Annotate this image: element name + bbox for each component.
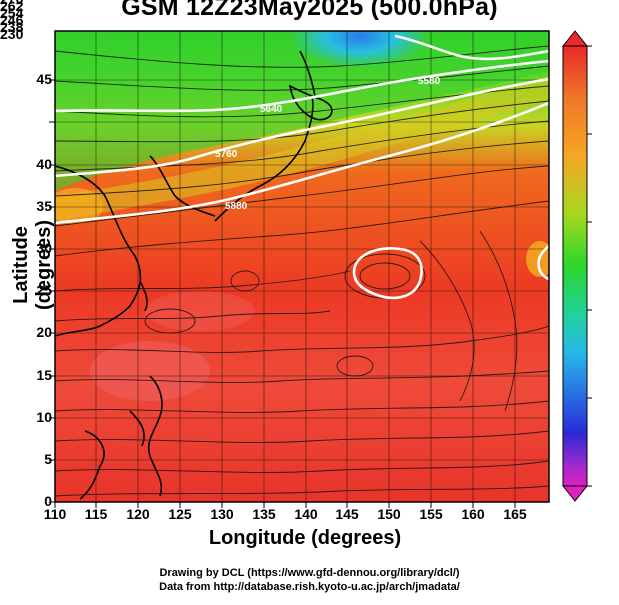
colorbar-label: 246 <box>0 12 24 28</box>
contour-label-5760: 5760 <box>215 149 238 160</box>
y-tick-label: 40 <box>36 156 52 172</box>
x-tick-label: 110 <box>43 506 67 522</box>
y-axis-label: Latitude (degrees) <box>10 219 55 311</box>
colorbar-label: 238 <box>0 19 24 35</box>
contour-label-5640: 5640 <box>260 104 283 115</box>
y-tick-label: 10 <box>36 409 52 425</box>
x-tick-label: 155 <box>419 506 443 522</box>
x-tick-label: 130 <box>210 506 234 522</box>
colorbar-top-arrow <box>561 30 589 47</box>
chart-title: GSM 12Z23May2025 (500.0hPa) <box>121 0 498 21</box>
colorbar <box>561 30 592 502</box>
colorbar-label: 230 <box>0 26 24 42</box>
credit-drawing: Drawing by DCL (https://www.gfd-dennou.o… <box>159 567 460 579</box>
colorbar-scale <box>562 45 588 487</box>
height-contours <box>55 34 549 300</box>
axis-ticks <box>49 79 516 508</box>
x-tick-label: 115 <box>84 506 108 522</box>
x-tick-label: 165 <box>503 506 527 522</box>
y-tick-label: 5 <box>44 451 52 467</box>
x-tick-label: 150 <box>377 506 401 522</box>
colorbar-label: 254 <box>0 5 24 21</box>
x-axis-label: Longitude (degrees) <box>208 527 402 549</box>
colorbar-label: 262 <box>0 0 24 14</box>
x-tick-label: 145 <box>335 506 359 522</box>
x-tick-label: 160 <box>461 506 485 522</box>
contour-labels: 5880 5760 5640 5580 <box>215 76 441 212</box>
temperature-field <box>55 31 549 502</box>
y-tick-label: 20 <box>36 324 52 340</box>
plot-frame <box>54 30 550 503</box>
x-tick-label: 140 <box>294 506 318 522</box>
colorbar-label: 270 <box>0 0 619 7</box>
y-tick-label: 35 <box>36 198 52 214</box>
credit-data-source: Data from http://database.rish.kyoto-u.a… <box>159 581 460 593</box>
y-tick-label: 30 <box>36 240 52 256</box>
x-tick-label: 125 <box>168 506 192 522</box>
y-tick-label: 45 <box>36 71 52 87</box>
contour-label-5580: 5580 <box>418 76 441 87</box>
y-tick-label: 15 <box>36 367 52 383</box>
coastlines <box>55 50 333 500</box>
y-tick-label: 25 <box>36 282 52 298</box>
x-tick-label: 135 <box>252 506 276 522</box>
y-tick-label: 0 <box>44 493 52 509</box>
contour-label-5880: 5880 <box>225 201 248 212</box>
colorbar-bottom-arrow <box>561 485 589 502</box>
x-tick-label: 120 <box>126 506 150 522</box>
